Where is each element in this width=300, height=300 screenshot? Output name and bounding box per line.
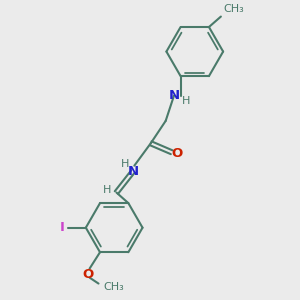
Text: H: H — [103, 184, 111, 194]
Text: CH₃: CH₃ — [103, 282, 124, 292]
Text: O: O — [171, 147, 183, 160]
Text: H: H — [121, 159, 130, 169]
Text: CH₃: CH₃ — [223, 4, 244, 14]
Text: N: N — [127, 165, 138, 178]
Text: I: I — [60, 221, 65, 234]
Text: N: N — [169, 89, 180, 102]
Text: O: O — [82, 268, 94, 281]
Text: H: H — [182, 96, 190, 106]
